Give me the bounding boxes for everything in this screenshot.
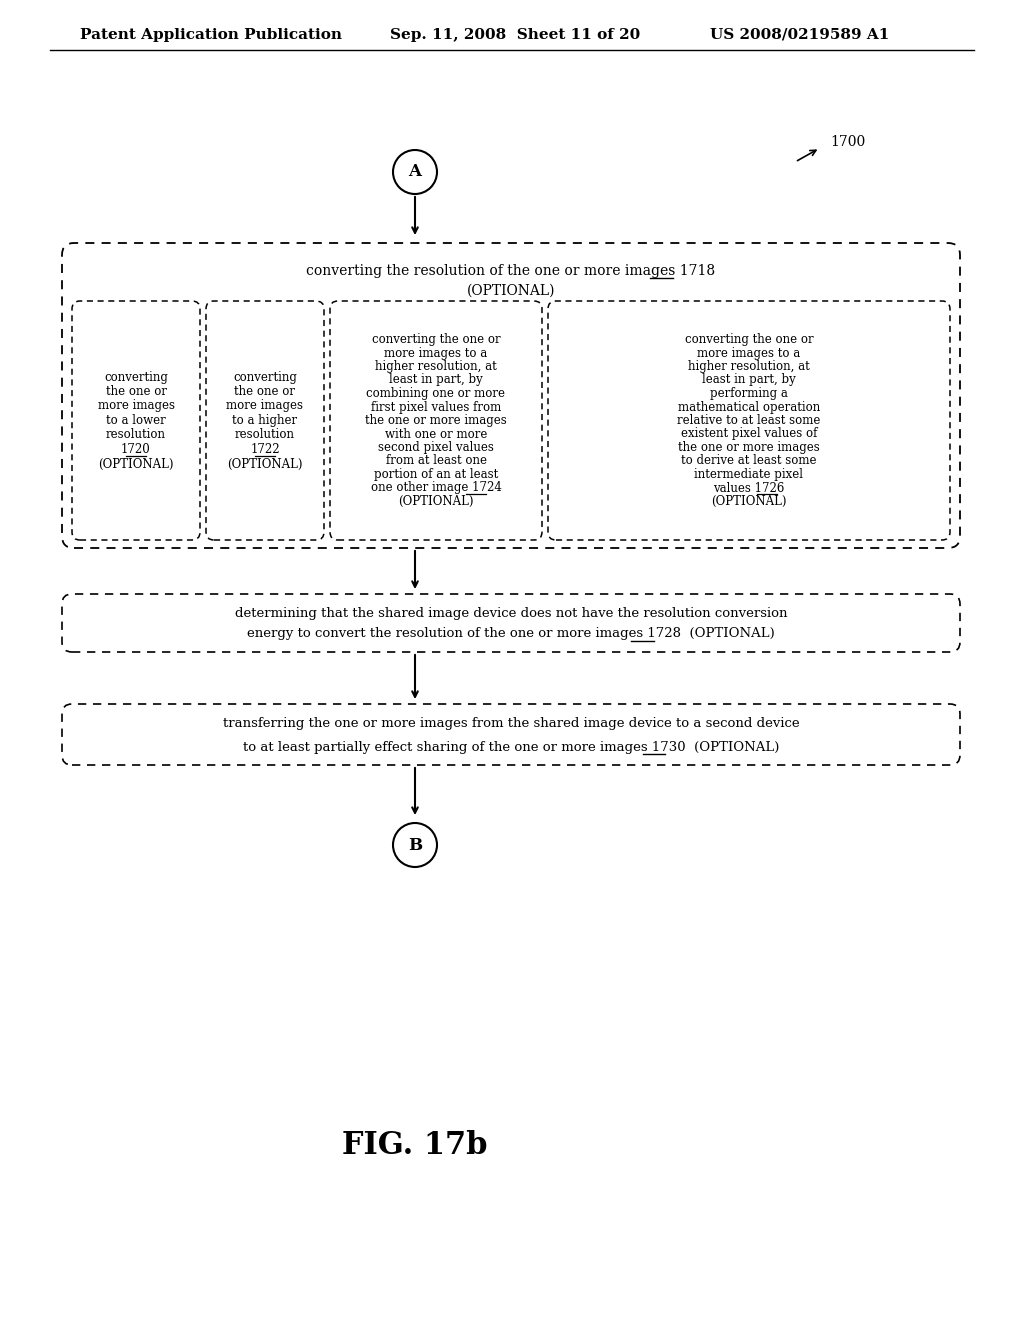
Text: to derive at least some: to derive at least some	[681, 454, 817, 467]
Text: values 1726: values 1726	[714, 482, 784, 495]
Text: from at least one: from at least one	[385, 454, 486, 467]
Text: combining one or more: combining one or more	[367, 387, 506, 400]
Text: US 2008/0219589 A1: US 2008/0219589 A1	[710, 28, 890, 42]
Text: B: B	[408, 837, 422, 854]
Text: performing a: performing a	[710, 387, 787, 400]
Text: mathematical operation: mathematical operation	[678, 400, 820, 413]
Text: first pixel values from: first pixel values from	[371, 400, 501, 413]
Text: more images to a: more images to a	[384, 346, 487, 359]
Text: more images: more images	[226, 400, 303, 412]
Text: determining that the shared image device does not have the resolution conversion: determining that the shared image device…	[234, 607, 787, 620]
Text: converting the one or: converting the one or	[372, 333, 501, 346]
Text: with one or more: with one or more	[385, 428, 487, 441]
Text: resolution: resolution	[234, 429, 295, 441]
Text: least in part, by: least in part, by	[702, 374, 796, 387]
Text: the one or: the one or	[234, 385, 296, 399]
Text: converting: converting	[104, 371, 168, 384]
Text: second pixel values: second pixel values	[378, 441, 494, 454]
Text: energy to convert the resolution of the one or more images 1728  (OPTIONAL): energy to convert the resolution of the …	[247, 627, 775, 640]
Text: Sep. 11, 2008  Sheet 11 of 20: Sep. 11, 2008 Sheet 11 of 20	[390, 28, 640, 42]
Text: (OPTIONAL): (OPTIONAL)	[98, 458, 174, 470]
Text: A: A	[409, 164, 422, 181]
Text: the one or more images: the one or more images	[678, 441, 820, 454]
Text: resolution: resolution	[106, 429, 166, 441]
Text: portion of an at least: portion of an at least	[374, 469, 498, 480]
Text: the one or: the one or	[105, 385, 167, 399]
Text: least in part, by: least in part, by	[389, 374, 483, 387]
Text: converting the one or: converting the one or	[685, 333, 813, 346]
Text: 1700: 1700	[830, 135, 865, 149]
Text: converting: converting	[233, 371, 297, 384]
Text: FIG. 17b: FIG. 17b	[342, 1130, 487, 1160]
Text: existent pixel values of: existent pixel values of	[681, 428, 817, 441]
Text: (OPTIONAL): (OPTIONAL)	[398, 495, 474, 508]
Text: higher resolution, at: higher resolution, at	[375, 360, 497, 374]
Text: one other image 1724: one other image 1724	[371, 482, 502, 495]
Text: (OPTIONAL): (OPTIONAL)	[467, 284, 555, 298]
Text: more images: more images	[97, 400, 174, 412]
Text: intermediate pixel: intermediate pixel	[694, 469, 804, 480]
Text: to a lower: to a lower	[106, 414, 166, 426]
Text: higher resolution, at: higher resolution, at	[688, 360, 810, 374]
Text: (OPTIONAL): (OPTIONAL)	[712, 495, 786, 508]
Text: 1722: 1722	[250, 444, 280, 455]
Text: the one or more images: the one or more images	[366, 414, 507, 426]
Text: converting the resolution of the one or more images 1718: converting the resolution of the one or …	[306, 264, 716, 279]
Text: transferring the one or more images from the shared image device to a second dev: transferring the one or more images from…	[222, 718, 800, 730]
Text: 1720: 1720	[121, 444, 151, 455]
Text: relative to at least some: relative to at least some	[677, 414, 820, 426]
Text: Patent Application Publication: Patent Application Publication	[80, 28, 342, 42]
Text: more images to a: more images to a	[697, 346, 801, 359]
Text: to at least partially effect sharing of the one or more images 1730  (OPTIONAL): to at least partially effect sharing of …	[243, 741, 779, 754]
Text: (OPTIONAL): (OPTIONAL)	[227, 458, 303, 470]
Text: to a higher: to a higher	[232, 414, 298, 426]
